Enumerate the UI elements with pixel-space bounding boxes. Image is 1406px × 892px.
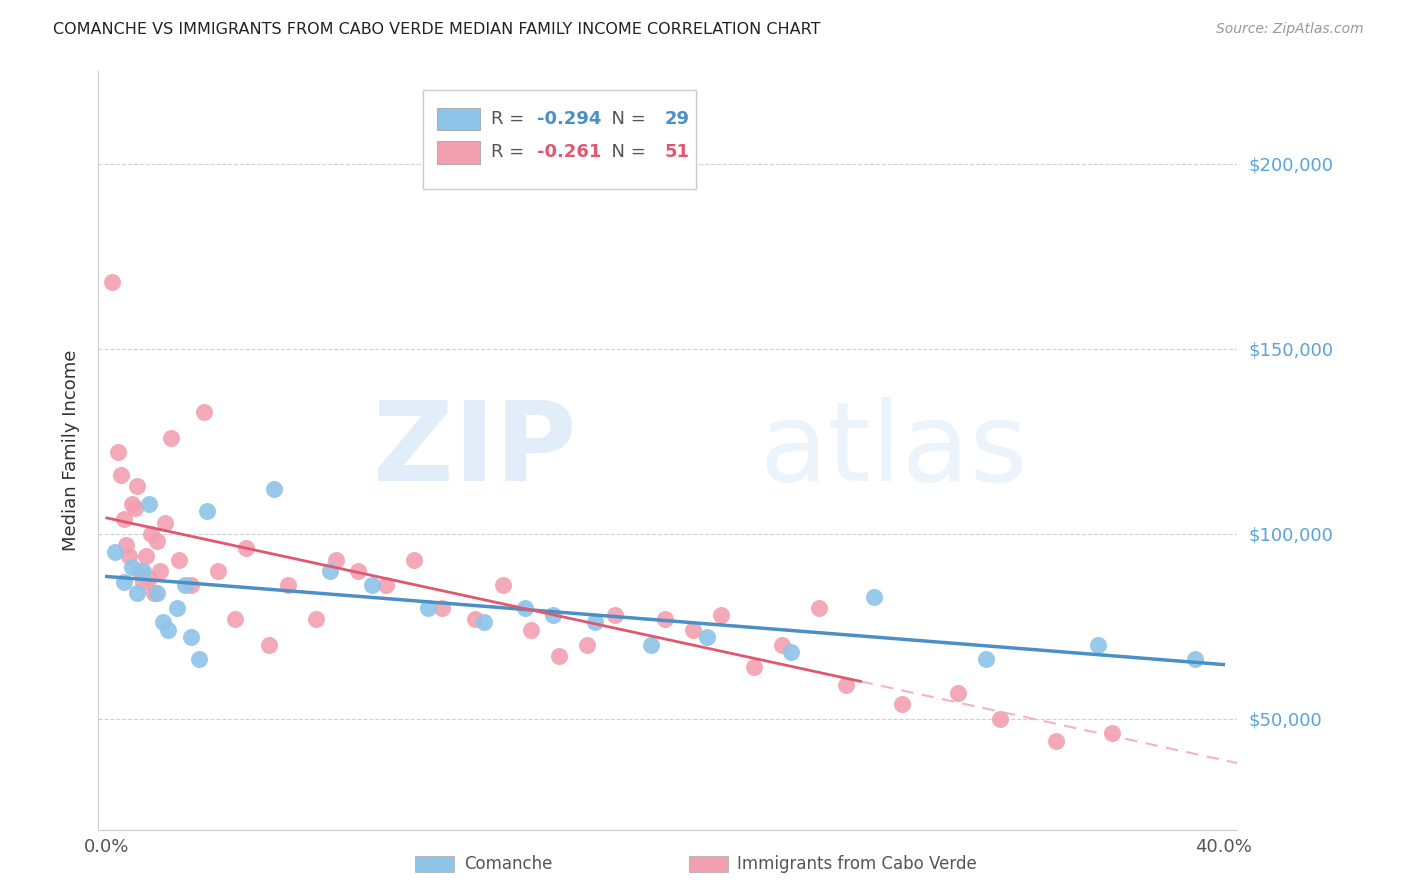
Point bbox=[347, 564, 370, 578]
Point bbox=[1087, 638, 1109, 652]
Point bbox=[374, 578, 396, 592]
Text: atlas: atlas bbox=[759, 397, 1028, 504]
Point bbox=[277, 578, 299, 592]
Point bbox=[180, 578, 202, 592]
Point bbox=[319, 564, 342, 578]
Point bbox=[520, 623, 543, 637]
Point bbox=[121, 560, 143, 574]
Y-axis label: Median Family Income: Median Family Income bbox=[62, 350, 80, 551]
Point bbox=[149, 564, 172, 578]
Point bbox=[263, 483, 285, 497]
Point bbox=[146, 586, 169, 600]
Text: 29: 29 bbox=[665, 110, 689, 128]
Point bbox=[112, 512, 135, 526]
Text: Comanche: Comanche bbox=[464, 855, 553, 873]
Point bbox=[548, 648, 571, 663]
Point bbox=[107, 445, 129, 459]
Point bbox=[492, 578, 515, 592]
Point bbox=[654, 612, 676, 626]
Point bbox=[325, 552, 347, 566]
Point bbox=[946, 686, 969, 700]
Point bbox=[115, 538, 138, 552]
Point bbox=[575, 638, 598, 652]
Point bbox=[863, 590, 886, 604]
Point bbox=[195, 504, 218, 518]
Point bbox=[169, 552, 191, 566]
Point bbox=[121, 497, 143, 511]
Point bbox=[166, 600, 188, 615]
Point bbox=[180, 630, 202, 644]
Point bbox=[124, 500, 146, 515]
Point bbox=[138, 497, 160, 511]
Point bbox=[807, 600, 830, 615]
Point bbox=[835, 678, 858, 692]
Point bbox=[132, 574, 155, 589]
Point bbox=[472, 615, 495, 630]
Point bbox=[132, 564, 155, 578]
Point bbox=[515, 600, 537, 615]
Point bbox=[361, 578, 384, 592]
Point bbox=[146, 534, 169, 549]
Point bbox=[160, 430, 183, 444]
Point bbox=[257, 638, 280, 652]
Point bbox=[770, 638, 793, 652]
Point bbox=[129, 564, 152, 578]
Point bbox=[603, 608, 626, 623]
Point bbox=[141, 526, 163, 541]
FancyBboxPatch shape bbox=[437, 108, 479, 130]
Point bbox=[974, 652, 997, 666]
Point bbox=[118, 549, 141, 563]
Point bbox=[583, 615, 606, 630]
Point bbox=[416, 600, 439, 615]
Text: ZIP: ZIP bbox=[374, 397, 576, 504]
Point bbox=[101, 275, 124, 289]
Point bbox=[127, 586, 149, 600]
Point bbox=[104, 545, 127, 559]
Point bbox=[402, 552, 425, 566]
Text: -0.294: -0.294 bbox=[537, 110, 602, 128]
FancyBboxPatch shape bbox=[423, 90, 696, 189]
Point bbox=[235, 541, 257, 556]
Point bbox=[207, 564, 229, 578]
Point bbox=[696, 630, 718, 644]
Point bbox=[155, 516, 177, 530]
Point bbox=[744, 660, 766, 674]
Point bbox=[543, 608, 565, 623]
Text: R =: R = bbox=[491, 110, 530, 128]
Point bbox=[110, 467, 132, 482]
Point bbox=[779, 645, 801, 659]
Point bbox=[988, 712, 1011, 726]
Point bbox=[143, 586, 166, 600]
Text: N =: N = bbox=[599, 110, 651, 128]
Text: Source: ZipAtlas.com: Source: ZipAtlas.com bbox=[1216, 22, 1364, 37]
Point bbox=[891, 697, 914, 711]
Text: N =: N = bbox=[599, 144, 651, 161]
Text: COMANCHE VS IMMIGRANTS FROM CABO VERDE MEDIAN FAMILY INCOME CORRELATION CHART: COMANCHE VS IMMIGRANTS FROM CABO VERDE M… bbox=[53, 22, 821, 37]
Point bbox=[127, 478, 149, 492]
Point bbox=[464, 612, 486, 626]
Point bbox=[152, 615, 174, 630]
Point bbox=[157, 623, 180, 637]
Text: Immigrants from Cabo Verde: Immigrants from Cabo Verde bbox=[737, 855, 977, 873]
Point bbox=[112, 574, 135, 589]
Text: 51: 51 bbox=[665, 144, 689, 161]
Text: -0.261: -0.261 bbox=[537, 144, 602, 161]
Point bbox=[305, 612, 328, 626]
Point bbox=[135, 549, 157, 563]
Text: R =: R = bbox=[491, 144, 530, 161]
Point bbox=[682, 623, 704, 637]
Point bbox=[640, 638, 662, 652]
Point bbox=[1101, 726, 1123, 740]
Point bbox=[174, 578, 197, 592]
Point bbox=[138, 571, 160, 585]
Point bbox=[193, 404, 215, 418]
Point bbox=[187, 652, 209, 666]
FancyBboxPatch shape bbox=[437, 141, 479, 164]
Point bbox=[710, 608, 733, 623]
Point bbox=[1184, 652, 1206, 666]
Point bbox=[430, 600, 453, 615]
Point bbox=[224, 612, 246, 626]
Point bbox=[1045, 733, 1067, 747]
